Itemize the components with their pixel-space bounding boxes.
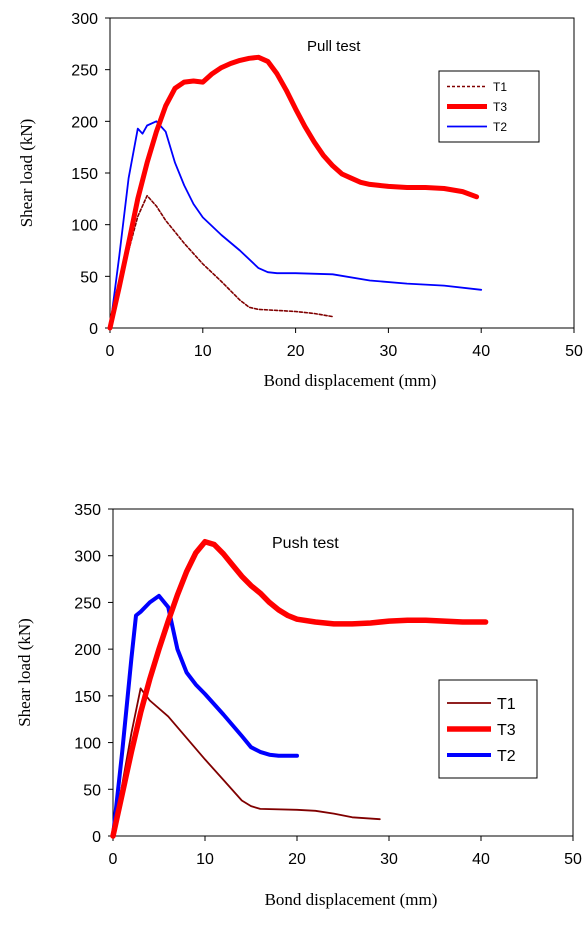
push-test-chart: 0 50 100 150 200 250 300 350 0 10 20 30 40 50 Bond dis… xyxy=(15,502,582,909)
series-line-t3 xyxy=(107,54,480,331)
y-tick-label: 200 xyxy=(71,114,98,131)
y-tick-label: 100 xyxy=(71,218,98,235)
pull-test-chart: 0 50 100 150 200 250 300 0 10 20 30 40 50 Bond displa… xyxy=(17,11,583,390)
x-tick-label: 50 xyxy=(565,343,583,360)
series-line-t2 xyxy=(111,593,299,838)
x-tick-label: 20 xyxy=(287,343,305,360)
y-tick-label: 150 xyxy=(74,689,101,706)
legend-label-t3: T3 xyxy=(493,100,507,114)
y-tick-label: 50 xyxy=(83,782,101,799)
y-axis-title: Shear load (kN) xyxy=(15,618,34,727)
legend-label-t2: T2 xyxy=(493,120,507,134)
series-line-t2 xyxy=(109,120,483,329)
y-tick-label: 200 xyxy=(74,642,101,659)
x-tick-label: 10 xyxy=(196,851,214,868)
x-tick-label: 0 xyxy=(106,343,115,360)
series-line-t1 xyxy=(112,687,381,837)
y-tick-label: 250 xyxy=(71,63,98,80)
x-axis-title: Bond displacement (mm) xyxy=(265,890,438,909)
x-tick-label: 10 xyxy=(194,343,212,360)
legend-label-t3: T3 xyxy=(497,722,516,739)
y-tick-label: 150 xyxy=(71,166,98,183)
chart-annotation: Push test xyxy=(272,535,339,552)
x-tick-label: 40 xyxy=(472,851,490,868)
y-tick-label: 250 xyxy=(74,595,101,612)
x-tick-label: 20 xyxy=(288,851,306,868)
y-axis-title: Shear load (kN) xyxy=(17,119,36,228)
legend-label-t1: T1 xyxy=(493,80,507,94)
legend-label-t2: T2 xyxy=(497,748,516,765)
x-axis-title: Bond displacement (mm) xyxy=(264,371,437,390)
x-tick-label: 0 xyxy=(109,851,118,868)
series-line-t1 xyxy=(109,194,334,329)
y-tick-label: 50 xyxy=(80,269,98,286)
plot-frame xyxy=(112,508,574,837)
legend-label-t1: T1 xyxy=(497,696,516,713)
x-tick-label: 50 xyxy=(564,851,582,868)
y-tick-label: 300 xyxy=(74,549,101,566)
series-line-t3 xyxy=(110,538,489,839)
y-tick-label: 0 xyxy=(89,321,98,338)
y-tick-label: 0 xyxy=(92,829,101,846)
x-tick-label: 30 xyxy=(380,343,398,360)
y-tick-label: 100 xyxy=(74,736,101,753)
x-tick-label: 30 xyxy=(380,851,398,868)
x-tick-label: 40 xyxy=(472,343,490,360)
y-tick-label: 350 xyxy=(74,502,101,519)
y-tick-label: 300 xyxy=(71,11,98,28)
chart-annotation: Pull test xyxy=(307,38,361,55)
